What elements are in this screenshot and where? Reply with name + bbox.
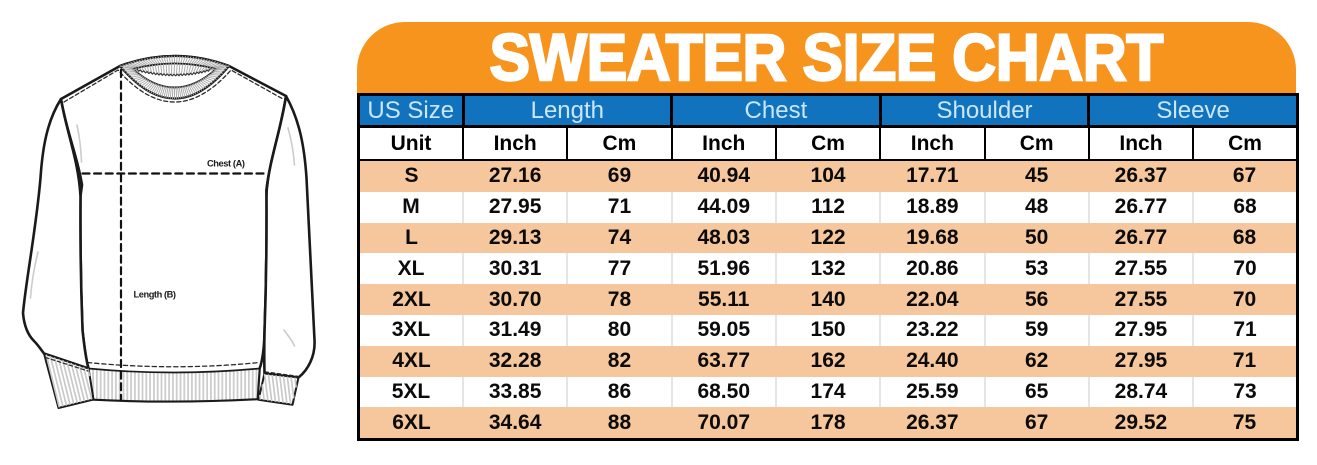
svg-text:Length (B): Length (B) [134, 290, 177, 300]
svg-text:Chest (A): Chest (A) [207, 159, 245, 169]
